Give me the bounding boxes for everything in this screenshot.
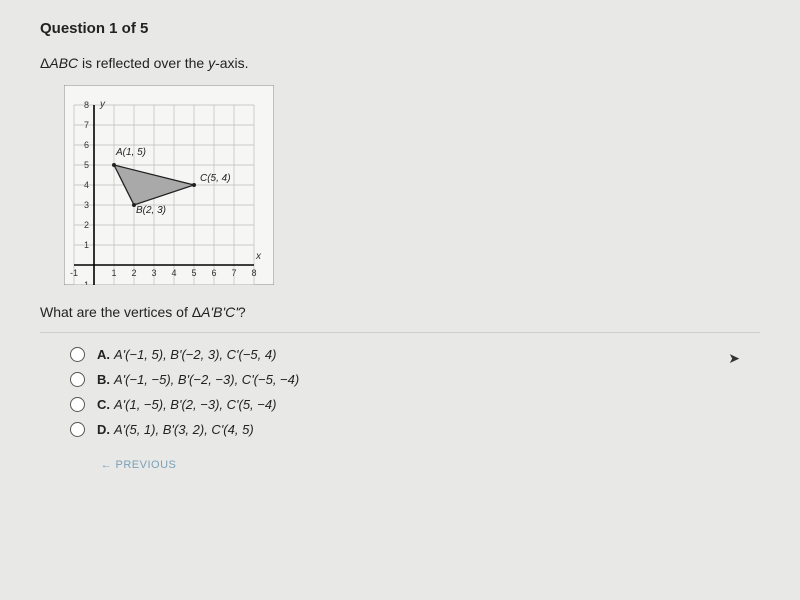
subq-suffix: ? <box>238 304 246 320</box>
radio-c[interactable] <box>70 397 85 412</box>
svg-text:5: 5 <box>84 160 89 170</box>
subq-italic: A'B'C' <box>201 304 238 320</box>
question-stem: ΔABC is reflected over the y-axis. <box>40 55 760 71</box>
subq-prefix: What are the vertices of Δ <box>40 304 201 320</box>
choice-c[interactable]: C.A'(1, −5), B'(2, −3), C'(5, −4) <box>70 397 760 412</box>
svg-text:6: 6 <box>211 268 216 278</box>
mouse-cursor-icon: ➤ <box>728 350 740 367</box>
stem-end: -axis. <box>215 55 248 71</box>
choice-text-a: A.A'(−1, 5), B'(−2, 3), C'(−5, 4) <box>97 347 276 362</box>
choice-d[interactable]: D.A'(5, 1), B'(3, 2), C'(4, 5) <box>70 422 760 437</box>
svg-text:5: 5 <box>191 268 196 278</box>
coordinate-graph: -1 1 2 3 4 5 6 7 8 -1 1 2 3 4 5 6 7 8 x y A(1, 5) B(2, 3) C(5,… <box>64 85 274 285</box>
svg-text:4: 4 <box>171 268 176 278</box>
previous-label: PREVIOUS <box>116 459 177 471</box>
svg-text:3: 3 <box>84 200 89 210</box>
radio-a[interactable] <box>70 347 85 362</box>
stem-prefix: Δ <box>40 55 49 71</box>
separator <box>40 332 760 333</box>
radio-b[interactable] <box>70 372 85 387</box>
stem-abc: ABC <box>49 55 78 71</box>
subquestion: What are the vertices of ΔA'B'C'? <box>40 304 760 320</box>
svg-text:x: x <box>255 251 262 262</box>
svg-text:A(1, 5): A(1, 5) <box>115 147 146 158</box>
svg-text:2: 2 <box>84 220 89 230</box>
svg-text:3: 3 <box>151 268 156 278</box>
choice-text-d: D.A'(5, 1), B'(3, 2), C'(4, 5) <box>97 422 254 437</box>
svg-text:B(2, 3): B(2, 3) <box>136 205 166 216</box>
graph-figure: -1 1 2 3 4 5 6 7 8 -1 1 2 3 4 5 6 7 8 x y A(1, 5) B(2, 3) C(5,… <box>64 85 760 290</box>
svg-text:4: 4 <box>84 180 89 190</box>
choice-text-b: B.A'(−1, −5), B'(−2, −3), C'(−5, −4) <box>97 372 299 387</box>
svg-text:y: y <box>99 99 106 110</box>
svg-text:-1: -1 <box>81 280 89 285</box>
choice-a[interactable]: A.A'(−1, 5), B'(−2, 3), C'(−5, 4) <box>70 347 760 362</box>
stem-mid: is reflected over the <box>78 55 208 71</box>
svg-text:-1: -1 <box>70 268 78 278</box>
svg-text:6: 6 <box>84 140 89 150</box>
svg-text:C(5, 4): C(5, 4) <box>200 173 231 184</box>
choice-b[interactable]: B.A'(−1, −5), B'(−2, −3), C'(−5, −4) <box>70 372 760 387</box>
svg-text:1: 1 <box>84 240 89 250</box>
arrow-left-icon: → <box>100 459 112 471</box>
radio-d[interactable] <box>70 422 85 437</box>
svg-text:2: 2 <box>131 268 136 278</box>
previous-button[interactable]: → PREVIOUS <box>100 459 176 471</box>
question-number: Question 1 of 5 <box>40 20 760 37</box>
svg-text:7: 7 <box>84 120 89 130</box>
svg-text:8: 8 <box>251 268 256 278</box>
answer-choices: A.A'(−1, 5), B'(−2, 3), C'(−5, 4) B.A'(−1… <box>70 347 760 437</box>
svg-text:1: 1 <box>111 268 116 278</box>
choice-text-c: C.A'(1, −5), B'(2, −3), C'(5, −4) <box>97 397 276 412</box>
svg-text:8: 8 <box>84 100 89 110</box>
svg-text:7: 7 <box>231 268 236 278</box>
